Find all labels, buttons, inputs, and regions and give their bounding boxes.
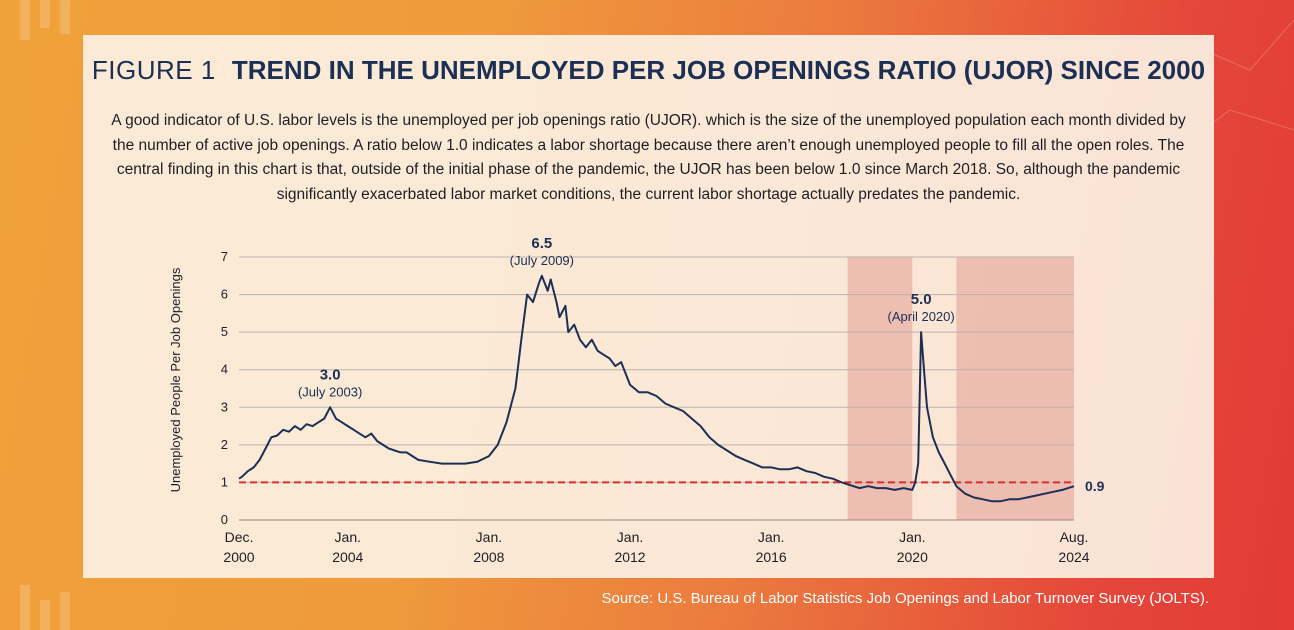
y-tick-label: 1: [221, 474, 228, 489]
x-tick-label: 2008: [473, 549, 504, 565]
x-tick-label: 2020: [897, 549, 928, 565]
peak-date-label: (April 2020): [888, 309, 955, 324]
x-tick-label: Jan.: [758, 529, 784, 545]
x-tick-label: 2024: [1058, 549, 1089, 565]
x-tick-label: 2012: [614, 549, 645, 565]
figure-label: FIGURE 1: [91, 55, 216, 85]
x-tick-label: Jan.: [335, 529, 361, 545]
y-tick-label: 0: [221, 512, 228, 527]
y-tick-label: 5: [221, 324, 228, 339]
y-tick-label: 2: [221, 437, 228, 452]
shaded-period: [956, 257, 1074, 520]
end-value-label: 0.9: [1085, 478, 1105, 494]
x-tick-label: Aug.: [1060, 529, 1089, 545]
x-tick-label: 2000: [223, 549, 254, 565]
x-tick-label: Dec.: [225, 529, 254, 545]
ujor-series-line: [238, 274, 1075, 503]
y-tick-label: 7: [221, 249, 228, 264]
figure-title: FIGURE 1 TREND IN THE UNEMPLOYED PER JOB …: [83, 55, 1214, 86]
y-tick-label: 6: [221, 287, 228, 302]
x-tick-label: Jan.: [899, 529, 925, 545]
peak-value-label: 3.0: [320, 366, 341, 383]
y-tick-label: 4: [221, 362, 228, 377]
shaded-period: [847, 257, 913, 520]
x-tick-label: 2004: [332, 549, 363, 565]
chart-title: TREND IN THE UNEMPLOYED PER JOB OPENINGS…: [231, 55, 1206, 85]
peak-date-label: (July 2009): [510, 253, 574, 268]
peak-value-label: 6.5: [531, 235, 552, 252]
y-tick-label: 3: [221, 399, 228, 414]
y-axis-label: Unemployed People Per Job Openings: [168, 267, 183, 492]
x-tick-label: Jan.: [476, 529, 502, 545]
x-tick-label: 2016: [756, 549, 787, 565]
source-note: Source: U.S. Bureau of Labor Statistics …: [601, 590, 1209, 607]
x-tick-label: Jan.: [617, 529, 643, 545]
peak-date-label: (July 2003): [298, 384, 362, 399]
peak-value-label: 5.0: [911, 291, 932, 308]
figure-description: A good indicator of U.S. labor levels is…: [111, 112, 1186, 203]
